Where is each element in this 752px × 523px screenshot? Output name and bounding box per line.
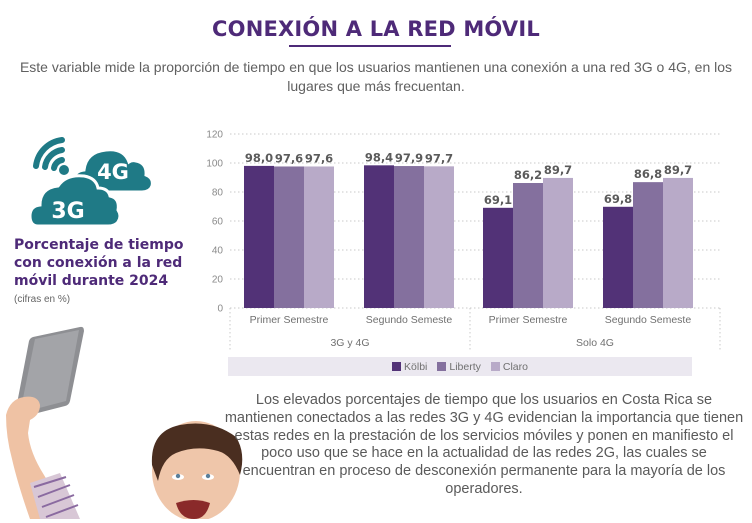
y-tick-label: 40 [212, 246, 224, 257]
wifi-dot [59, 165, 69, 175]
y-axis-ticks: 0 20 40 60 80 100 120 [206, 130, 223, 315]
face-image [151, 421, 243, 521]
bar-kölbi [244, 165, 274, 308]
legend-item-liberty: Liberty [437, 361, 481, 373]
value-label: 89,7 [544, 163, 572, 177]
y-tick-label: 60 [212, 217, 224, 228]
person-with-tablet-image [0, 325, 250, 521]
value-label: 86,8 [634, 167, 662, 181]
value-label: 89,7 [664, 163, 692, 177]
legend-item-claro: Claro [490, 360, 528, 373]
page-title: CONEXIÓN A LA RED MÓVIL [212, 17, 540, 41]
cloud-3g-label: 3G [51, 199, 84, 224]
title-underline [289, 45, 451, 47]
value-label: 97,6 [275, 151, 303, 165]
value-label: 86,2 [514, 168, 542, 182]
legend-item-kölbi: Kölbi [392, 361, 427, 373]
bar-claro [424, 166, 454, 308]
tablet-image [14, 326, 84, 419]
units-note: (cifras en %) [14, 294, 71, 305]
bar-claro [304, 166, 334, 308]
value-label: 98,0 [245, 151, 273, 165]
bar-claro [663, 177, 693, 308]
bar-kölbi [364, 165, 394, 308]
category-label: Segundo Semeste [366, 314, 453, 326]
value-label: 97,6 [305, 151, 333, 165]
cloud-3g-icon [28, 174, 122, 228]
intro-text: Este variable mide la proporción de tiem… [19, 59, 733, 94]
legend-label: Liberty [449, 360, 481, 373]
chart-heading: Porcentaje de tiempo con conexión a la r… [14, 237, 184, 289]
legend: Kölbi Liberty Claro [228, 357, 692, 376]
bar-kölbi [483, 207, 513, 308]
value-label: 98,4 [365, 150, 393, 164]
y-tick-label: 80 [212, 188, 224, 199]
legend-label: Claro [502, 360, 528, 373]
bar-liberty [633, 182, 663, 308]
bar-liberty [394, 166, 424, 308]
value-label: 69,8 [604, 192, 632, 206]
arm-image [6, 396, 80, 519]
wifi-icon [33, 137, 65, 171]
legend-swatch [392, 362, 402, 371]
bar-liberty [274, 166, 304, 308]
group-label: Solo 4G [576, 337, 614, 349]
y-tick-label: 0 [217, 304, 223, 315]
bar-kölbi [603, 206, 633, 308]
y-tick-label: 100 [206, 159, 223, 170]
network-cloud-icon: 4G 3G [28, 130, 158, 230]
group-labels: 3G y 4G Solo 4G [330, 337, 614, 349]
legend-swatch [437, 362, 447, 371]
bar-claro [543, 177, 573, 308]
y-tick-label: 20 [212, 275, 224, 286]
y-tick-label: 120 [206, 130, 223, 141]
group-label: 3G y 4G [330, 337, 369, 349]
legend-swatch [490, 362, 500, 371]
summary-text: Los elevados porcentajes de tiempo que l… [224, 392, 744, 497]
category-label: Segundo Semeste [605, 314, 692, 326]
category-labels: Primer Semestre Segundo Semeste Primer Sem… [250, 314, 692, 326]
bars [244, 165, 693, 308]
value-labels: 98,0 97,6 97,6 98,4 97,9 97,769,186,2 89,769,8… [245, 150, 692, 206]
value-label: 97,9 [395, 151, 423, 165]
value-label: 69,1 [484, 193, 512, 207]
category-label: Primer Semestre [489, 314, 568, 326]
category-label: Primer Semestre [250, 314, 329, 326]
cloud-4g-label: 4G [97, 160, 129, 184]
value-label: 97,7 [425, 151, 453, 165]
bar-liberty [513, 183, 543, 308]
legend-label: Kölbi [404, 360, 428, 373]
